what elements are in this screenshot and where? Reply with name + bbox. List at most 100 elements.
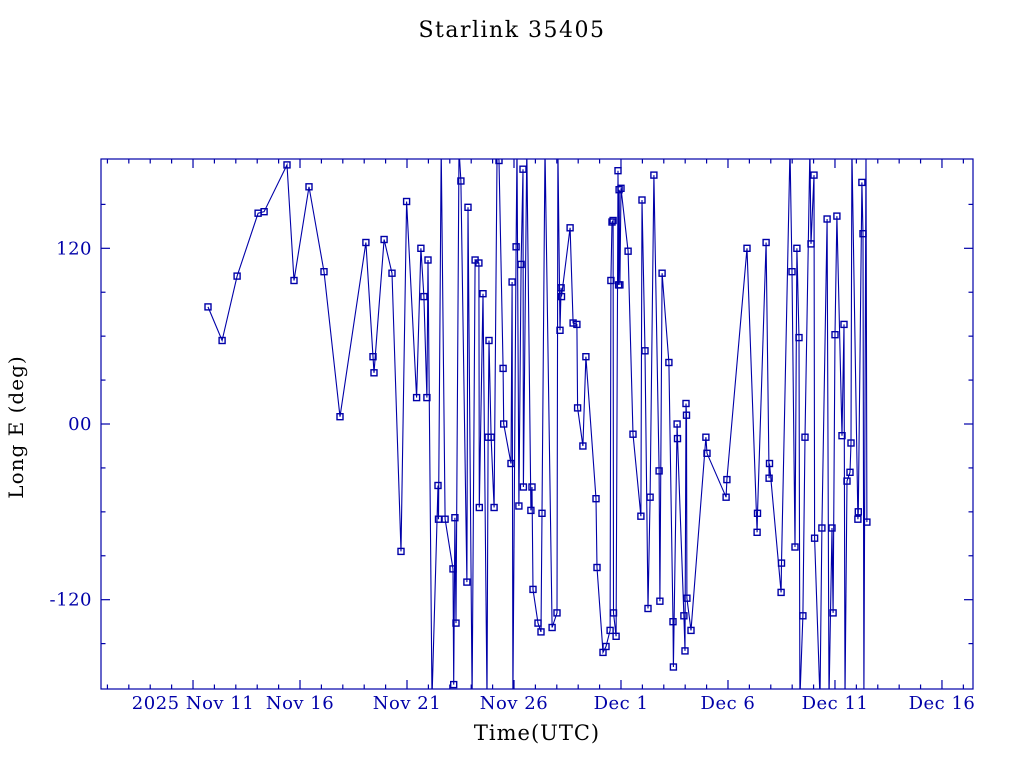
data-point-marker bbox=[617, 184, 625, 193]
data-point-marker bbox=[602, 642, 610, 651]
data-point-marker bbox=[609, 216, 617, 225]
data-point-marker bbox=[616, 281, 624, 289]
data-point-marker bbox=[420, 292, 428, 301]
data-point-marker bbox=[573, 404, 582, 412]
data-point-marker bbox=[370, 369, 378, 377]
data-point-marker bbox=[566, 224, 574, 232]
data-point-marker bbox=[828, 524, 836, 532]
x-tick-label: Dec 1 bbox=[594, 693, 649, 714]
data-point-marker bbox=[799, 612, 807, 620]
data-point-marker bbox=[479, 290, 487, 298]
data-point-marker bbox=[854, 508, 862, 516]
data-point-marker bbox=[655, 467, 663, 475]
data-point-marker bbox=[507, 459, 515, 468]
data-point-marker bbox=[417, 244, 425, 253]
data-point-marker bbox=[569, 319, 577, 327]
data-point-marker bbox=[669, 618, 677, 626]
data-point-marker bbox=[669, 663, 678, 671]
data-point-marker bbox=[487, 433, 495, 441]
data-point-marker bbox=[514, 146, 520, 152]
data-point-marker bbox=[336, 413, 344, 421]
data-point-marker bbox=[475, 503, 483, 512]
y-tick-label: -120 bbox=[50, 590, 92, 611]
data-point-marker bbox=[441, 515, 449, 523]
data-point-marker bbox=[859, 229, 867, 238]
data-point-marker bbox=[450, 680, 458, 689]
data-point-marker bbox=[519, 483, 528, 491]
data-point-marker bbox=[753, 528, 761, 536]
data-point-marker bbox=[402, 197, 411, 206]
data-point-marker bbox=[452, 619, 460, 627]
data-point-marker bbox=[673, 434, 682, 443]
data-point-marker bbox=[702, 433, 710, 441]
data-point-marker bbox=[807, 240, 815, 248]
data-point-marker bbox=[519, 165, 527, 173]
data-point-marker bbox=[579, 442, 587, 450]
data-point-marker bbox=[765, 474, 773, 482]
data-point-marker bbox=[260, 207, 268, 216]
data-point-marker bbox=[538, 509, 546, 517]
chart-title: Starlink 35405 bbox=[418, 18, 606, 43]
data-point-marker bbox=[553, 609, 561, 617]
data-point-marker bbox=[233, 272, 241, 280]
data-point-marker bbox=[818, 524, 826, 532]
data-point-marker bbox=[485, 336, 493, 345]
data-point-marker bbox=[548, 623, 556, 632]
data-point-marker bbox=[557, 284, 565, 292]
data-point-marker bbox=[593, 563, 601, 572]
x-tick-label: 2025 Nov 11 bbox=[132, 693, 254, 714]
data-point-marker bbox=[608, 218, 616, 226]
data-point-marker bbox=[475, 259, 483, 267]
data-point-marker bbox=[449, 565, 457, 573]
data-point-marker bbox=[515, 502, 523, 510]
data-point-marker bbox=[469, 696, 475, 702]
data-point-marker bbox=[609, 609, 618, 617]
data-point-marker bbox=[527, 506, 535, 515]
data-point-marker bbox=[615, 185, 623, 194]
data-point-marker bbox=[840, 320, 848, 329]
data-point-marker bbox=[829, 609, 837, 617]
data-point-marker bbox=[777, 559, 786, 567]
data-point-marker bbox=[451, 514, 459, 522]
data-point-marker bbox=[434, 481, 442, 490]
data-point-marker bbox=[524, 146, 530, 152]
data-point-marker bbox=[362, 238, 370, 247]
data-point-marker bbox=[791, 543, 799, 551]
data-point-marker bbox=[555, 146, 561, 152]
y-tick-label: 120 bbox=[56, 238, 92, 259]
data-point-marker bbox=[463, 578, 471, 586]
data-point-marker bbox=[438, 146, 444, 152]
data-point-marker bbox=[592, 495, 600, 503]
data-point-marker bbox=[412, 393, 421, 402]
data-point-marker bbox=[723, 475, 731, 484]
data-point-marker bbox=[320, 268, 328, 276]
data-point-marker bbox=[795, 333, 803, 342]
data-point-marker bbox=[681, 647, 689, 655]
data-point-marker bbox=[464, 203, 472, 212]
data-point-marker bbox=[542, 146, 548, 152]
data-point-marker bbox=[499, 364, 507, 373]
data-point-marker bbox=[665, 358, 673, 367]
data-point-marker bbox=[644, 604, 652, 613]
data-point-marker bbox=[537, 628, 545, 636]
data-point-marker bbox=[204, 303, 212, 311]
data-point-marker bbox=[508, 278, 516, 286]
data-point-marker bbox=[494, 146, 500, 152]
data-point-marker bbox=[658, 269, 666, 277]
data-point-marker bbox=[423, 393, 431, 402]
data-point-marker bbox=[680, 612, 688, 620]
data-point-marker bbox=[788, 268, 796, 276]
data-point-marker bbox=[637, 512, 645, 520]
data-point-marker bbox=[646, 493, 654, 501]
data-point-marker bbox=[777, 588, 785, 597]
data-point-marker bbox=[863, 146, 869, 152]
y-tick-label: 00 bbox=[68, 414, 92, 435]
data-point-marker bbox=[682, 399, 690, 408]
data-point-marker bbox=[743, 244, 751, 253]
data-point-marker bbox=[641, 347, 649, 355]
data-point-marker bbox=[810, 171, 818, 179]
data-point-marker bbox=[573, 320, 581, 329]
data-point-marker bbox=[650, 171, 658, 179]
data-point-marker bbox=[500, 420, 508, 428]
